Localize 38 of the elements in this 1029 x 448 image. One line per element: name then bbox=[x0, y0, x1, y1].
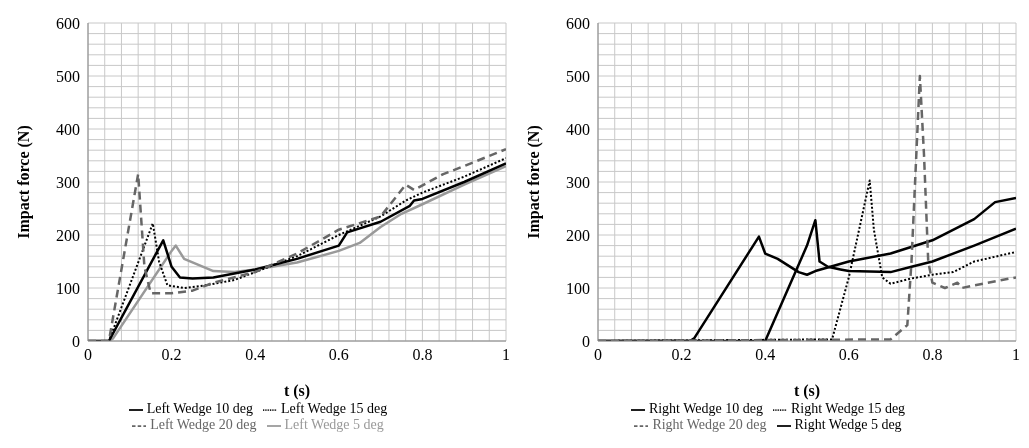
x-tick-label: 0 bbox=[594, 346, 602, 364]
x-tick-label: 0.4 bbox=[755, 346, 776, 364]
legend-label: Right Wedge 15 deg bbox=[791, 401, 906, 416]
x-tick-label: 0.6 bbox=[328, 346, 349, 364]
x-tick-label: 0.8 bbox=[412, 346, 433, 364]
y-tick-label: 300 bbox=[566, 173, 590, 191]
y-tick-label: 400 bbox=[566, 120, 590, 138]
y-axis-title: Impact force (N) bbox=[14, 125, 33, 239]
legend-label: Left Wedge 5 deg bbox=[284, 417, 384, 432]
y-tick-label: 500 bbox=[56, 67, 80, 85]
x-tick-label: 0.4 bbox=[245, 346, 266, 364]
y-tick-label: 0 bbox=[72, 332, 80, 350]
y-tick-label: 300 bbox=[56, 173, 80, 191]
x-tick-label: 1 bbox=[1012, 346, 1020, 364]
legend-label: Left Wedge 15 deg bbox=[281, 401, 388, 416]
y-tick-label: 0 bbox=[582, 332, 590, 350]
y-tick-label: 200 bbox=[56, 226, 80, 244]
y-tick-label: 500 bbox=[566, 67, 590, 85]
x-tick-label: 0.2 bbox=[671, 346, 692, 364]
x-tick-label: 0.6 bbox=[838, 346, 859, 364]
y-tick-label: 600 bbox=[56, 14, 80, 32]
legend-label: Right Wedge 5 deg bbox=[794, 417, 902, 432]
y-tick-label: 100 bbox=[566, 279, 590, 297]
y-tick-label: 100 bbox=[56, 279, 80, 297]
x-axis-title: t (s) bbox=[793, 382, 821, 400]
x-tick-label: 0.2 bbox=[161, 346, 182, 364]
legend-label: Left Wedge 10 deg bbox=[146, 401, 253, 416]
y-tick-label: 600 bbox=[566, 14, 590, 32]
legend-label: Right Wedge 10 deg bbox=[648, 401, 763, 416]
y-axis-title: Impact force (N) bbox=[524, 125, 543, 239]
x-tick-label: 0.8 bbox=[922, 346, 943, 364]
y-tick-label: 400 bbox=[56, 120, 80, 138]
x-tick-label: 1 bbox=[502, 346, 510, 364]
x-tick-label: 0 bbox=[84, 346, 92, 364]
legend-label: Left Wedge 20 deg bbox=[150, 417, 257, 432]
x-axis-title: t (s) bbox=[283, 382, 311, 400]
y-tick-label: 200 bbox=[566, 226, 590, 244]
legend-label: Right Wedge 20 deg bbox=[652, 417, 767, 432]
